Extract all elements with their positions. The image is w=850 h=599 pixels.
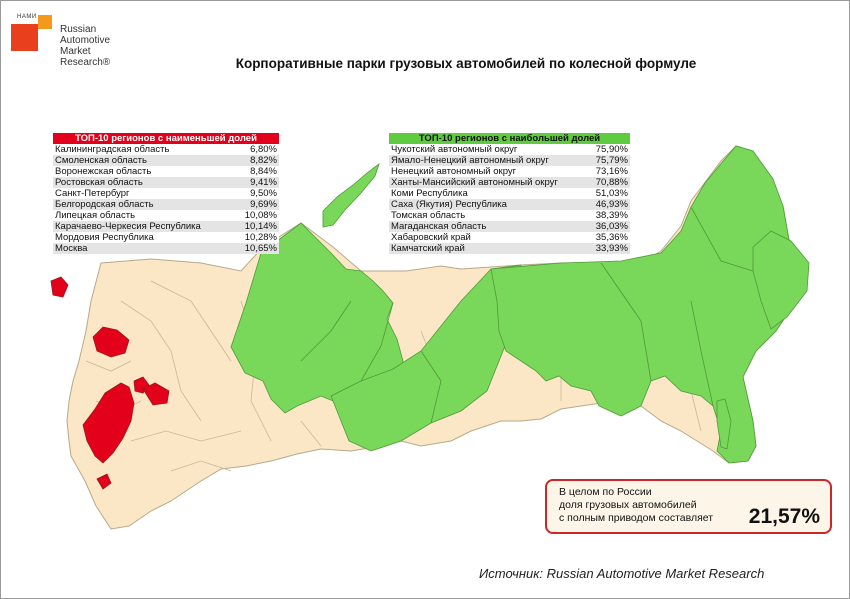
region-value: 9,50%	[250, 188, 277, 199]
region-value: 9,41%	[234, 177, 279, 188]
region-value: 75,79%	[587, 155, 630, 166]
region-value: 38,39%	[595, 210, 628, 221]
table-row: Камчатский край 33,93%	[389, 243, 630, 254]
region-name: Смоленская область	[53, 155, 235, 166]
table-row: Ямало-Ненецкий автономный округ 75,79%	[389, 155, 630, 166]
table-row: Воронежская область 8,84%	[53, 166, 279, 177]
region-name: Томская область	[391, 210, 466, 221]
region-north-west-green	[230, 222, 404, 414]
table-row: Смоленская область 8,82%	[53, 155, 279, 166]
table-row: Санкт-Петербург 9,50%	[53, 188, 279, 199]
region-value: 8,82%	[234, 155, 279, 166]
region-value: 10,65%	[234, 243, 279, 254]
region-mordovia	[142, 382, 170, 406]
region-name: Коми Республика	[391, 188, 468, 199]
logo-nami-label: НАМИ	[17, 14, 37, 20]
region-kamchatka	[752, 230, 810, 330]
summary-box: В целом по России доля грузовых автомоби…	[545, 479, 832, 534]
region-name: Санкт-Петербург	[55, 188, 130, 199]
table-row: Хабаровский край 35,36%	[389, 232, 630, 243]
logo-text: Russian Automotive Market Research®	[60, 24, 140, 68]
region-value: 9,69%	[234, 199, 279, 210]
region-karachay-cherkessia	[96, 473, 112, 490]
source-note: Источник: Russian Automotive Market Rese…	[479, 566, 765, 581]
region-value: 46,93%	[587, 199, 630, 210]
region-name: Ненецкий автономный округ	[391, 166, 517, 177]
region-name: Ростовская область	[53, 177, 235, 188]
region-far-east-green	[490, 145, 797, 464]
region-name: Ямало-Ненецкий автономный округ	[389, 155, 588, 166]
green-region-borders	[300, 206, 754, 424]
region-name: Хабаровский край	[391, 232, 471, 243]
summary-value: 21,57%	[748, 505, 820, 528]
region-value: 75,90%	[595, 144, 628, 155]
table-header: ТОП-10 регионов с наибольшей долей	[389, 133, 630, 144]
summary-line: В целом по России	[559, 486, 652, 498]
region-value: 70,88%	[587, 177, 630, 188]
table-row: Ростовская область 9,41%	[53, 177, 279, 188]
region-central-cluster	[82, 382, 135, 464]
region-name: Липецкая область	[55, 210, 136, 221]
region-name: Калининградская область	[55, 144, 170, 155]
logo-line: Market	[60, 46, 91, 57]
region-name: Чукотский автономный округ	[391, 144, 518, 155]
region-name: Москва	[53, 243, 235, 254]
region-name: Мордовия Республика	[55, 232, 154, 243]
summary-text: В целом по России доля грузовых автомоби…	[559, 486, 713, 525]
region-name: Ханты-Мансийский автономный округ	[389, 177, 588, 188]
region-value: 35,36%	[595, 232, 628, 243]
logo-red-square	[11, 24, 38, 51]
region-value: 73,16%	[595, 166, 628, 177]
table-row: Ненецкий автономный округ 73,16%	[389, 166, 630, 177]
region-value: 36,03%	[587, 221, 630, 232]
region-kaliningrad	[50, 276, 69, 298]
table-row: Чукотский автономный округ 75,90%	[389, 144, 630, 155]
table-header: ТОП-10 регионов с наименьшей долей	[53, 133, 279, 144]
region-value: 10,14%	[234, 221, 279, 232]
page-title: Корпоративные парки грузовых автомобилей…	[235, 56, 697, 71]
table-row: Коми Республика 51,03%	[389, 188, 630, 199]
table-row: Карачаево-Черкесия Республика 10,14%	[53, 221, 279, 232]
table-row: Белгородская область 9,69%	[53, 199, 279, 210]
table-row: Липецкая область 10,08%	[53, 210, 279, 221]
region-value: 51,03%	[595, 188, 628, 199]
table-row: Саха (Якутия) Республика 46,93%	[389, 199, 630, 210]
island-novaya-zemlya	[322, 162, 380, 228]
summary-line: доля грузовых автомобилей	[559, 499, 697, 511]
region-value: 33,93%	[587, 243, 630, 254]
table-row: Москва 10,65%	[53, 243, 279, 254]
region-name: Воронежская область	[55, 166, 152, 177]
logo-orange-square	[38, 15, 52, 29]
island-sakhalin	[716, 398, 732, 450]
logo-line: Russian	[60, 24, 97, 35]
region-value: 10,28%	[244, 232, 277, 243]
region-value: 6,80%	[250, 144, 277, 155]
region-value: 8,84%	[250, 166, 277, 177]
logo-line: Research®	[60, 57, 111, 68]
table-row: Магаданская область 36,03%	[389, 221, 630, 232]
table-row: Ханты-Мансийский автономный округ 70,88%	[389, 177, 630, 188]
region-name: Саха (Якутия) Республика	[389, 199, 588, 210]
region-value: 10,08%	[244, 210, 277, 221]
table-row: Томская область 38,39%	[389, 210, 630, 221]
table-lowest-share: ТОП-10 регионов с наименьшей долей Калин…	[53, 133, 279, 254]
region-saint-petersburg	[92, 326, 130, 358]
region-name: Магаданская область	[389, 221, 588, 232]
summary-line: с полным приводом составляет	[559, 512, 714, 524]
region-name: Камчатский край	[389, 243, 588, 254]
region-name: Белгородская область	[53, 199, 235, 210]
table-row: Калининградская область 6,80%	[53, 144, 279, 155]
table-row: Мордовия Республика 10,28%	[53, 232, 279, 243]
logo-line: Automotive	[60, 35, 111, 46]
table-highest-share: ТОП-10 регионов с наибольшей долей Чукот…	[389, 133, 630, 254]
region-name: Карачаево-Черкесия Республика	[53, 221, 235, 232]
